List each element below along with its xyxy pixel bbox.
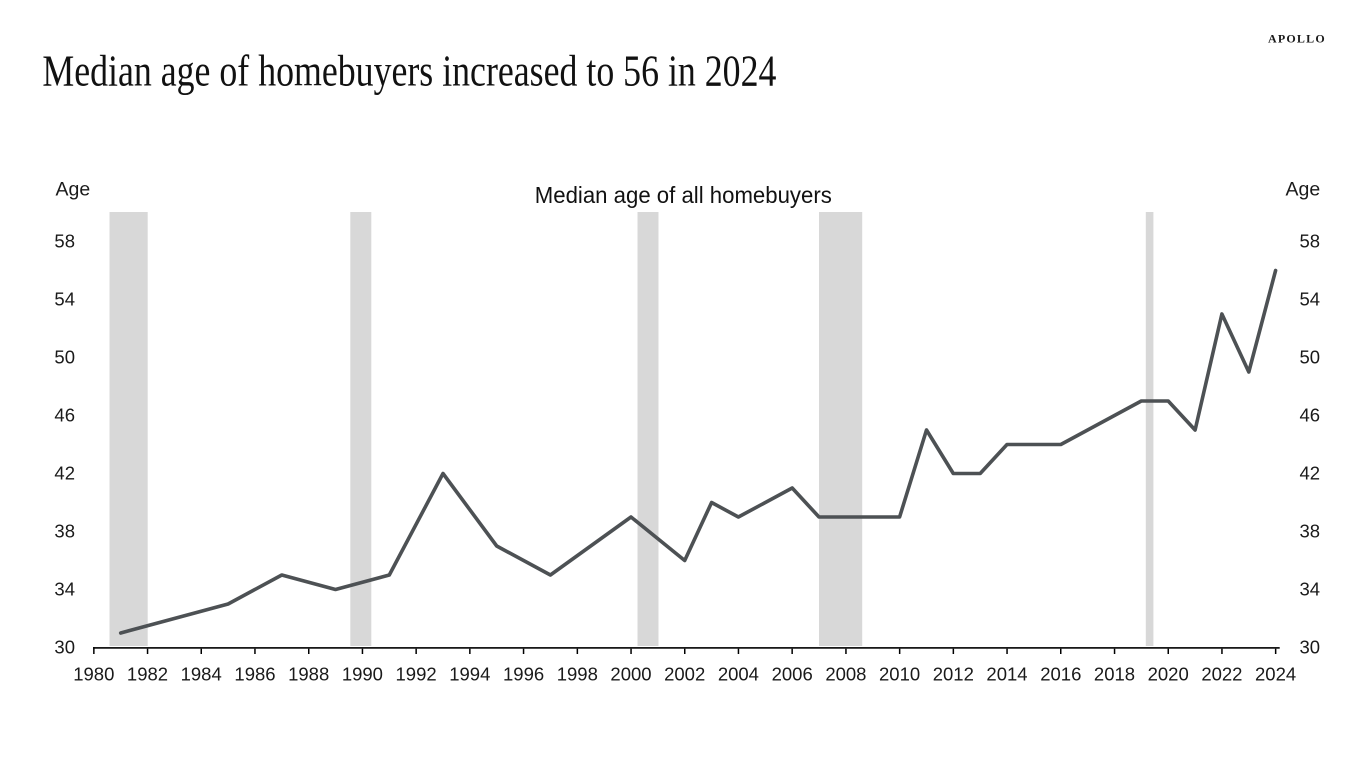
- svg-text:42: 42: [54, 463, 75, 484]
- svg-text:1980: 1980: [73, 664, 114, 685]
- svg-text:1984: 1984: [181, 664, 222, 685]
- svg-text:38: 38: [54, 521, 75, 542]
- svg-text:2024: 2024: [1255, 664, 1296, 685]
- svg-text:42: 42: [1300, 463, 1321, 484]
- svg-text:50: 50: [1300, 347, 1321, 368]
- svg-text:1994: 1994: [449, 664, 490, 685]
- svg-text:Median age of all homebuyers: Median age of all homebuyers: [535, 182, 832, 208]
- svg-text:50: 50: [54, 347, 75, 368]
- svg-text:2016: 2016: [1040, 664, 1081, 685]
- svg-text:58: 58: [54, 231, 75, 252]
- svg-text:1986: 1986: [234, 664, 275, 685]
- svg-text:2010: 2010: [879, 664, 920, 685]
- svg-text:46: 46: [54, 405, 75, 426]
- svg-text:30: 30: [1300, 637, 1321, 658]
- svg-text:2012: 2012: [933, 664, 974, 685]
- svg-text:Age: Age: [1286, 179, 1321, 201]
- svg-text:2002: 2002: [664, 664, 705, 685]
- svg-text:34: 34: [1300, 579, 1321, 600]
- svg-text:1988: 1988: [288, 664, 329, 685]
- svg-text:2008: 2008: [825, 664, 866, 685]
- svg-text:Age: Age: [56, 179, 91, 201]
- svg-text:2022: 2022: [1201, 664, 1242, 685]
- svg-text:1992: 1992: [396, 664, 437, 685]
- svg-text:38: 38: [1300, 521, 1321, 542]
- svg-text:54: 54: [1300, 289, 1321, 310]
- svg-text:2018: 2018: [1094, 664, 1135, 685]
- svg-text:1998: 1998: [557, 664, 598, 685]
- svg-text:34: 34: [54, 579, 75, 600]
- svg-text:Median age of homebuyers incre: Median age of homebuyers increased to 56…: [42, 47, 776, 96]
- svg-text:2014: 2014: [986, 664, 1027, 685]
- svg-text:54: 54: [54, 289, 75, 310]
- svg-text:58: 58: [1300, 231, 1321, 252]
- svg-text:46: 46: [1300, 405, 1321, 426]
- svg-text:2020: 2020: [1148, 664, 1189, 685]
- svg-text:2006: 2006: [772, 664, 813, 685]
- svg-text:1996: 1996: [503, 664, 544, 685]
- svg-text:2004: 2004: [718, 664, 759, 685]
- svg-text:2000: 2000: [610, 664, 651, 685]
- svg-text:APOLLO: APOLLO: [1268, 32, 1326, 46]
- svg-text:1982: 1982: [127, 664, 168, 685]
- svg-text:30: 30: [54, 637, 75, 658]
- svg-text:1990: 1990: [342, 664, 383, 685]
